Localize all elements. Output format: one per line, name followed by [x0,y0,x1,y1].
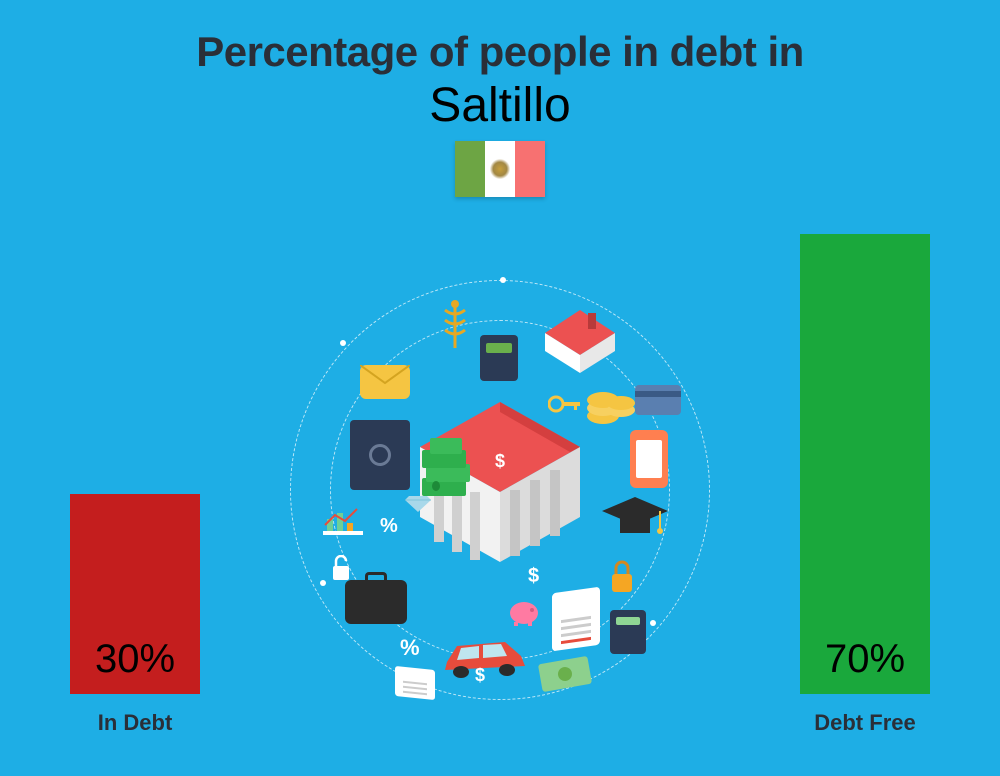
flag-mexico [455,141,545,197]
graduation-cap-icon [600,495,670,539]
orbit-dot [500,277,506,283]
cash-stack-icon [420,438,472,500]
bar-group-debt-free: 70% Debt Free [800,234,930,736]
flag-stripe-white [485,141,515,197]
briefcase-icon [345,580,407,624]
subtitle-city: Saltillo [0,78,1000,133]
clipboard-icon [552,587,600,652]
title-line1: Percentage of people in debt in [0,28,1000,76]
calculator-small-icon [610,610,646,654]
bar-value-debt-free: 70% [825,637,905,682]
dollar-icon: $ [475,665,485,686]
bar-label-in-debt: In Debt [98,710,173,736]
bar-value-in-debt: 30% [95,637,175,682]
caduceus-icon [440,300,470,350]
lock-open-icon [330,555,352,581]
bar-group-in-debt: 30% In Debt [70,494,200,736]
bar-in-debt: 30% [70,494,200,694]
bar-label-debt-free: Debt Free [814,710,915,736]
svg-text:$: $ [495,451,505,471]
bank-card-icon [635,385,681,415]
piggy-bank-icon [508,598,542,626]
finance-illustration: $ [290,280,710,700]
calculator-icon [480,335,518,381]
safe-icon [350,420,410,490]
bar-debt-free: 70% [800,234,930,694]
chart-icon [323,505,363,539]
orbit-dot [320,580,326,586]
coins-icon [585,370,637,428]
percent-icon: % [380,515,398,538]
smartphone-icon [630,430,668,488]
dollar-icon: $ [528,565,539,588]
envelope-icon [360,365,410,399]
flag-stripe-red [515,141,545,197]
orbit-dot [650,620,656,626]
title-area: Percentage of people in debt in Saltillo [0,0,1000,202]
document-icon [395,666,435,700]
house-icon [540,305,620,375]
percent-icon: % [400,635,420,661]
key-icon [548,395,582,413]
orbit-dot [340,340,346,346]
padlock-icon [608,560,636,594]
flag-emblem-icon [488,157,512,181]
flag-stripe-green [455,141,485,197]
